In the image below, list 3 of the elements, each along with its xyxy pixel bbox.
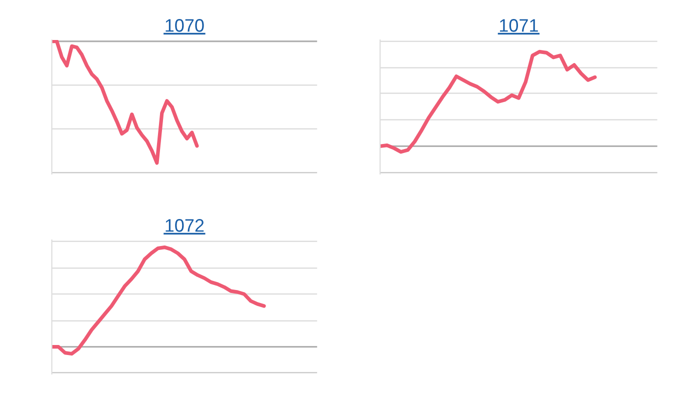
chart-title: 1070 xyxy=(166,19,204,32)
chart-title: 1071 xyxy=(500,19,538,32)
chart-title: 1072 xyxy=(166,219,204,232)
